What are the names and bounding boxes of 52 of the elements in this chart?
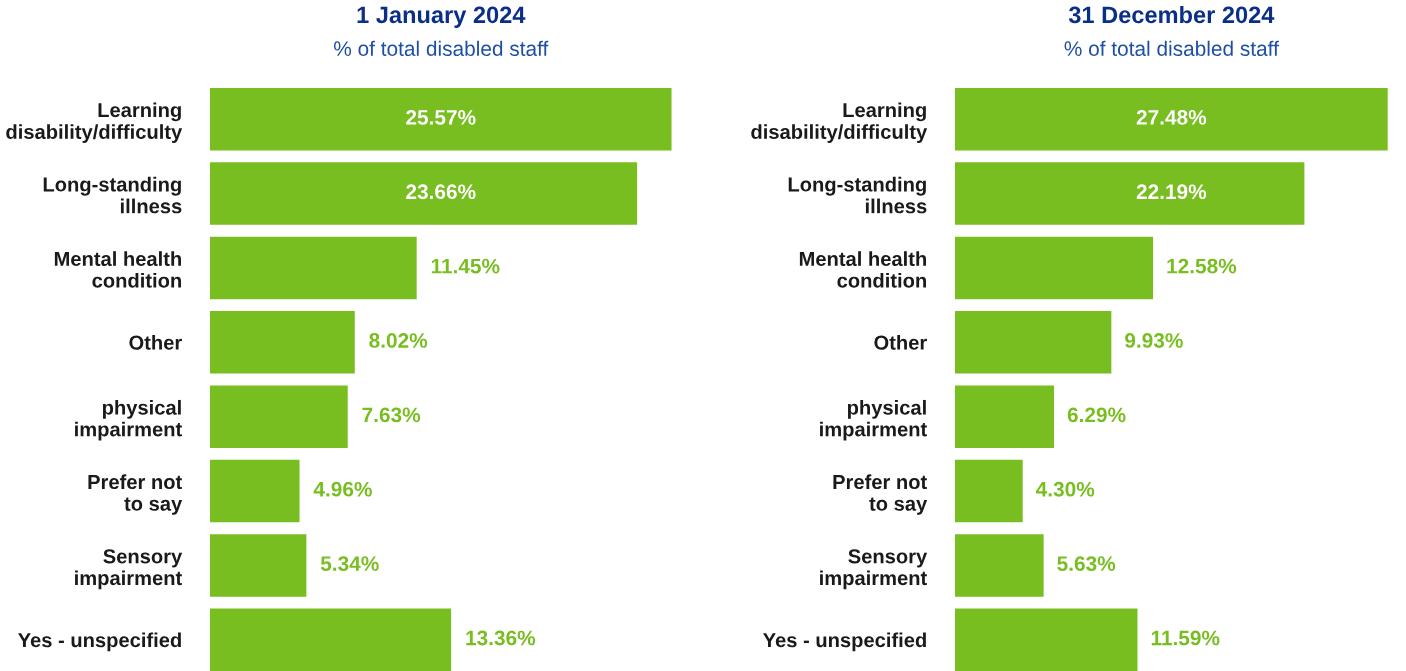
chart-subtitle: % of total disabled staff [334,40,549,57]
bar [210,311,355,374]
chart-subtitle: % of total disabled staff [1064,40,1279,57]
data-label: 11.59% [1151,630,1220,646]
bar [955,534,1044,597]
chart-title: 31 December 2024 [1068,5,1275,24]
bar [955,385,1055,448]
bar [955,162,1305,225]
bar [210,534,307,597]
bar [955,87,1388,151]
data-label: 12.58% [1167,258,1237,274]
y-tick-label: Learning disability/difficulty [6,102,183,143]
data-label: 13.36% [466,630,536,646]
y-tick-label: Learning disability/difficulty [751,102,928,143]
y-tick-label: physical impairment [820,399,927,441]
data-label: 9.93% [1125,333,1183,348]
data-label: 23.66% [406,184,476,200]
y-tick-label: Prefer not to say [833,474,928,515]
y-tick-label: Yes - unspecified [763,632,926,652]
data-label: 5.34% [320,556,379,572]
data-label: 22.19% [1136,184,1207,200]
data-label: 11.45% [431,258,500,274]
bar [210,608,452,671]
y-tick-label: Sensory impairment [75,549,183,590]
y-tick-label: Long-standing illness [43,176,182,214]
bar [210,162,638,225]
bar [955,236,1154,300]
y-tick-label: Long-standing illness [788,176,927,214]
y-tick-label: Other [129,334,182,350]
y-tick-label: Sensory impairment [820,549,928,590]
data-label: 4.30% [1036,481,1095,497]
data-label: 25.57% [406,109,476,125]
bar [955,311,1112,374]
bar [955,459,1023,523]
bar [210,385,348,448]
y-tick-label: Prefer not to say [88,474,183,515]
y-tick-label: Other [874,334,927,350]
y-tick-label: Mental health condition [799,251,926,288]
chart-title: 1 January 2024 [357,6,526,28]
y-tick-label: physical impairment [75,399,182,441]
y-tick-label: Yes - unspecified [18,632,181,652]
data-label: 7.63% [362,407,421,423]
y-tick-label: Mental health condition [54,251,181,288]
data-label: 5.63% [1057,556,1116,572]
data-label: 27.48% [1136,109,1207,125]
bar [210,87,672,151]
data-label: 6.29% [1067,407,1126,423]
bar [210,236,417,300]
bar [210,459,300,523]
bar [955,608,1138,671]
data-label: 8.02% [369,333,428,348]
data-label: 4.96% [313,481,372,497]
